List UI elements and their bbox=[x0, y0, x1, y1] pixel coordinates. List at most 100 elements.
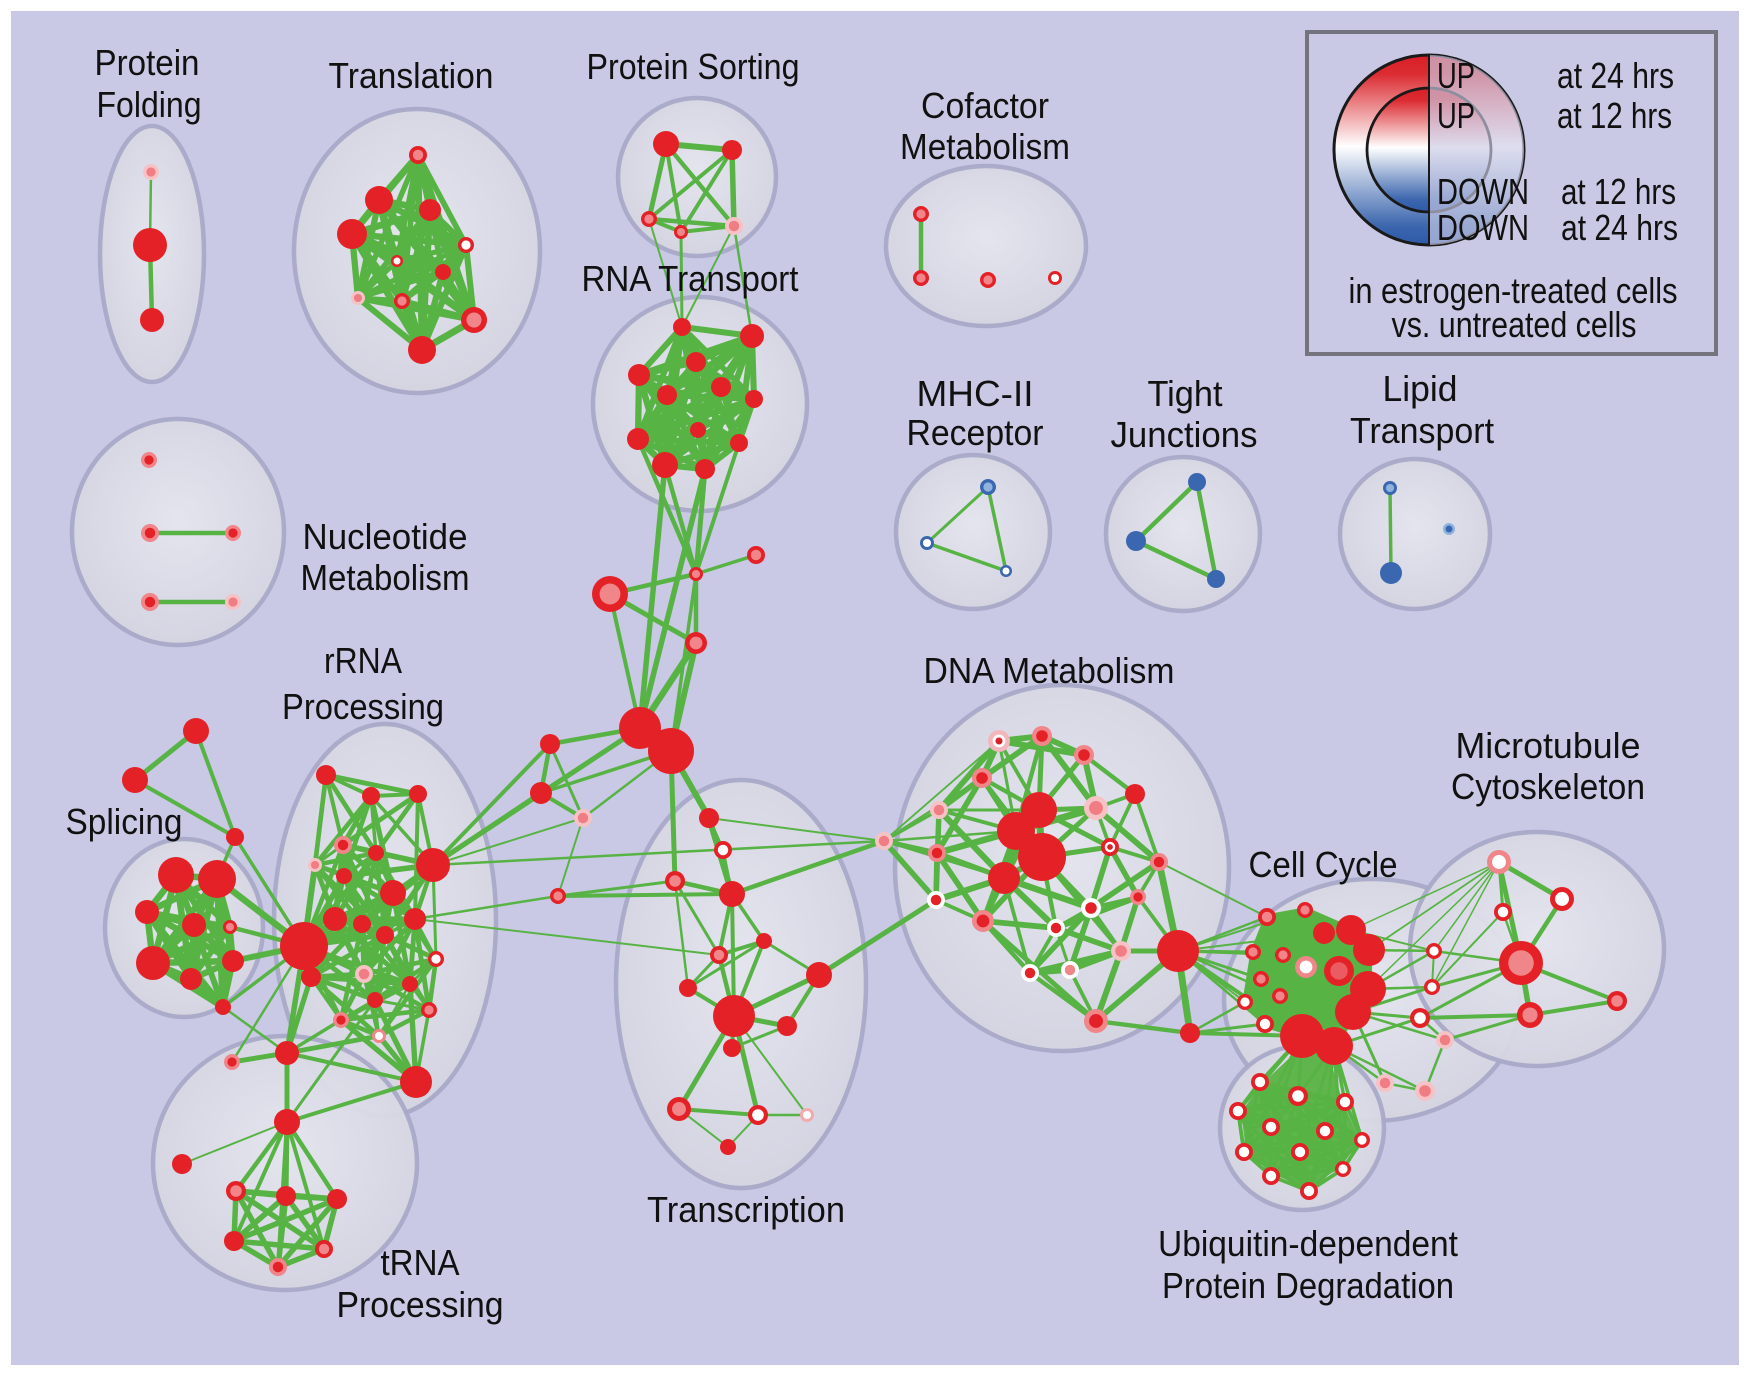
node-dm1 bbox=[1032, 726, 1052, 746]
edge-rr2-rr5 bbox=[374, 792, 420, 855]
node-cm4 bbox=[1376, 1074, 1394, 1092]
edge-tr6-tr7 bbox=[357, 269, 444, 301]
node-dm2 bbox=[1074, 745, 1094, 765]
edge-mt0-mt1 bbox=[1497, 859, 1564, 902]
node-dm18 bbox=[1047, 919, 1065, 937]
edge-cc10-mt0 bbox=[1367, 861, 1500, 990]
edge-rr4-rr5 bbox=[314, 850, 377, 868]
node-rr5 bbox=[368, 845, 384, 861]
node-tn4 bbox=[327, 1189, 347, 1209]
node-ub4 bbox=[1262, 1118, 1280, 1136]
edge-cc12-cc13 bbox=[1244, 998, 1354, 1016]
node-rr16 bbox=[402, 976, 418, 992]
node-tr6 bbox=[435, 264, 451, 280]
edge-rr12-rr17 bbox=[372, 917, 418, 1002]
edge-dm1-dm3 bbox=[980, 733, 1044, 781]
edge-dm0-dm4 bbox=[936, 739, 1002, 812]
node-rr2 bbox=[409, 785, 427, 803]
cluster-label-rna-transport: RNA Transport bbox=[582, 258, 799, 299]
edge-rr1-rr4 bbox=[313, 794, 373, 867]
cluster-label-trna-processing-2: Processing bbox=[337, 1284, 504, 1325]
node-ub9 bbox=[1335, 1161, 1351, 1177]
edge-rr12-lm3 bbox=[414, 894, 559, 921]
edge-rr23-tn0 bbox=[286, 1080, 417, 1124]
edge-rr10-rr24 bbox=[309, 922, 364, 979]
edge-ts2-ts5 bbox=[673, 880, 721, 956]
node-sp4 bbox=[223, 920, 237, 934]
edge-dm13-dm19 bbox=[1089, 859, 1161, 911]
edge-ps4-rt1 bbox=[732, 225, 754, 337]
legend-row-time-1: at 12 hrs bbox=[1557, 95, 1672, 136]
node-rr3 bbox=[334, 836, 352, 854]
node-dm19 bbox=[1081, 898, 1101, 918]
node-pf0 bbox=[143, 164, 159, 180]
node-rt8 bbox=[627, 428, 649, 450]
edge-tn0-tn2 bbox=[234, 1120, 289, 1193]
node-ub7 bbox=[1235, 1143, 1253, 1161]
edge-ps2-rt0 bbox=[648, 218, 683, 328]
node-cf3 bbox=[1048, 271, 1062, 285]
cluster-label-cofactor-metabolism: Cofactor bbox=[921, 85, 1049, 126]
edge-tr3-tr4 bbox=[351, 230, 467, 249]
node-cc9 bbox=[1253, 971, 1269, 987]
edge-cm1-mt0 bbox=[1431, 861, 1500, 988]
edge-rr5-rr9 bbox=[332, 851, 379, 921]
node-ts13 bbox=[800, 1108, 814, 1122]
node-rr0 bbox=[316, 765, 336, 785]
edge-rr12-rr15 bbox=[362, 917, 417, 976]
node-tn0 bbox=[274, 1109, 300, 1135]
legend-fade-right-half bbox=[1429, 55, 1524, 245]
node-mt2 bbox=[1494, 903, 1512, 921]
edge-rr17-rr24 bbox=[310, 974, 376, 1003]
node-rr15 bbox=[355, 965, 373, 983]
edge-tr5-tr7 bbox=[356, 259, 399, 300]
edge-tn4-tn5 bbox=[232, 1196, 339, 1244]
edge-rt10-hub0 bbox=[637, 464, 668, 729]
edge-ub9-ub10 bbox=[1270, 1167, 1344, 1178]
edge-dm13-dm11 bbox=[1133, 793, 1161, 863]
node-tr4 bbox=[458, 237, 474, 253]
edge-rr19-rr23 bbox=[339, 1017, 418, 1085]
node-tr0 bbox=[409, 146, 427, 164]
node-sp1 bbox=[198, 860, 236, 898]
node-ts14 bbox=[720, 1139, 736, 1155]
node-cc8 bbox=[1324, 956, 1354, 986]
edge-lp0-lp1 bbox=[1388, 487, 1393, 574]
node-st0 bbox=[183, 718, 209, 744]
edge-lm0-lm2 bbox=[548, 743, 585, 819]
node-rt10 bbox=[652, 452, 678, 478]
node-dm24 bbox=[1084, 1009, 1108, 1033]
node-sp6 bbox=[180, 968, 202, 990]
network-edges bbox=[133, 141, 1618, 1270]
edge-rt8-rt9 bbox=[637, 436, 740, 446]
node-pf1 bbox=[133, 228, 167, 262]
edge-tn3-tn6 bbox=[283, 1194, 327, 1251]
cluster-label-cofactor-metabolism-2: Metabolism bbox=[900, 126, 1070, 167]
edge-lm3-ts2 bbox=[557, 879, 676, 898]
edge-rr2-rr3 bbox=[341, 792, 420, 847]
edge-lm0-rr7 bbox=[431, 742, 552, 867]
edge-dm17-dm18 bbox=[982, 918, 1057, 931]
node-cm3 bbox=[1436, 1031, 1454, 1049]
edge-lm1-rr7 bbox=[431, 790, 543, 868]
edge-tn5-tn6 bbox=[233, 1238, 325, 1252]
node-rt5 bbox=[711, 377, 731, 397]
node-nu0 bbox=[141, 452, 157, 468]
node-rr9 bbox=[323, 907, 347, 931]
node-cc1 bbox=[1297, 902, 1313, 918]
node-dm15 bbox=[1130, 889, 1146, 905]
edge-dm13-cc0 bbox=[1158, 861, 1268, 918]
edge-tn0-tn4 bbox=[285, 1120, 339, 1201]
node-rt4 bbox=[657, 385, 677, 405]
node-sp0 bbox=[158, 857, 194, 893]
node-ts3 bbox=[719, 881, 745, 907]
edge-rt11-ch0 bbox=[693, 468, 708, 575]
node-rt3 bbox=[628, 364, 650, 386]
edge-rr14-rr18 bbox=[426, 958, 439, 1011]
node-ts2 bbox=[665, 871, 685, 891]
network-nodes bbox=[122, 131, 1627, 1276]
cluster-label-rrna-processing-2: Processing bbox=[282, 686, 444, 727]
edge-rt9-ch0 bbox=[694, 442, 741, 575]
edge-tj0-tj1 bbox=[1134, 480, 1199, 543]
